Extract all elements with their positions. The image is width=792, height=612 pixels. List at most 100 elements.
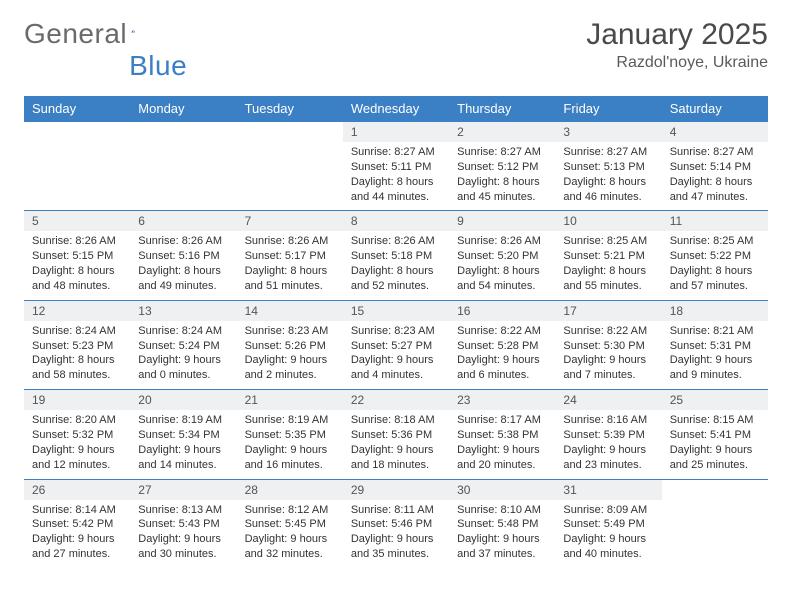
sunset-line: Sunset: 5:34 PM — [138, 428, 228, 443]
day-number-cell — [237, 122, 343, 143]
sunset-line: Sunset: 5:41 PM — [670, 428, 760, 443]
day-number-cell: 22 — [343, 390, 449, 411]
week-daynum-row: 12131415161718 — [24, 300, 768, 321]
day-content-cell: Sunrise: 8:26 AMSunset: 5:17 PMDaylight:… — [237, 231, 343, 300]
sunrise-line: Sunrise: 8:27 AM — [457, 145, 547, 160]
daylight-line: Daylight: 9 hours and 23 minutes. — [563, 443, 653, 473]
sunrise-line: Sunrise: 8:13 AM — [138, 503, 228, 518]
day-content-cell: Sunrise: 8:22 AMSunset: 5:30 PMDaylight:… — [555, 321, 661, 390]
sunrise-line: Sunrise: 8:10 AM — [457, 503, 547, 518]
day-number-cell: 11 — [662, 211, 768, 232]
daylight-line: Daylight: 9 hours and 18 minutes. — [351, 443, 441, 473]
day-number-cell: 4 — [662, 122, 768, 143]
week-content-row: Sunrise: 8:14 AMSunset: 5:42 PMDaylight:… — [24, 500, 768, 568]
sunrise-line: Sunrise: 8:26 AM — [457, 234, 547, 249]
day-number-cell: 7 — [237, 211, 343, 232]
day-content-cell — [24, 142, 130, 211]
day-content-cell: Sunrise: 8:25 AMSunset: 5:21 PMDaylight:… — [555, 231, 661, 300]
day-number-cell: 26 — [24, 479, 130, 500]
day-number-cell: 30 — [449, 479, 555, 500]
sunrise-line: Sunrise: 8:27 AM — [670, 145, 760, 160]
day-content-cell — [237, 142, 343, 211]
sunrise-line: Sunrise: 8:27 AM — [351, 145, 441, 160]
sunset-line: Sunset: 5:31 PM — [670, 339, 760, 354]
day-number-cell: 10 — [555, 211, 661, 232]
daylight-line: Daylight: 9 hours and 32 minutes. — [245, 532, 335, 562]
sunrise-line: Sunrise: 8:15 AM — [670, 413, 760, 428]
daylight-line: Daylight: 9 hours and 12 minutes. — [32, 443, 122, 473]
calendar-table: SundayMondayTuesdayWednesdayThursdayFrid… — [24, 96, 768, 568]
day-number-cell — [130, 122, 236, 143]
day-content-cell: Sunrise: 8:09 AMSunset: 5:49 PMDaylight:… — [555, 500, 661, 568]
day-content-cell: Sunrise: 8:24 AMSunset: 5:24 PMDaylight:… — [130, 321, 236, 390]
daylight-line: Daylight: 8 hours and 58 minutes. — [32, 353, 122, 383]
sunrise-line: Sunrise: 8:26 AM — [138, 234, 228, 249]
sunrise-line: Sunrise: 8:22 AM — [457, 324, 547, 339]
sunrise-line: Sunrise: 8:20 AM — [32, 413, 122, 428]
sunset-line: Sunset: 5:30 PM — [563, 339, 653, 354]
sunrise-line: Sunrise: 8:14 AM — [32, 503, 122, 518]
day-header: Wednesday — [343, 96, 449, 122]
day-number-cell: 5 — [24, 211, 130, 232]
sunset-line: Sunset: 5:28 PM — [457, 339, 547, 354]
month-title: January 2025 — [586, 18, 768, 52]
daylight-line: Daylight: 8 hours and 45 minutes. — [457, 175, 547, 205]
day-number-cell — [662, 479, 768, 500]
logo-word2: Blue — [129, 50, 187, 82]
day-number-cell: 13 — [130, 300, 236, 321]
day-content-cell: Sunrise: 8:26 AMSunset: 5:20 PMDaylight:… — [449, 231, 555, 300]
day-content-cell: Sunrise: 8:17 AMSunset: 5:38 PMDaylight:… — [449, 410, 555, 479]
daylight-line: Daylight: 8 hours and 52 minutes. — [351, 264, 441, 294]
week-daynum-row: 1234 — [24, 122, 768, 143]
day-header: Thursday — [449, 96, 555, 122]
day-header-row: SundayMondayTuesdayWednesdayThursdayFrid… — [24, 96, 768, 122]
day-number-cell: 1 — [343, 122, 449, 143]
day-content-cell: Sunrise: 8:12 AMSunset: 5:45 PMDaylight:… — [237, 500, 343, 568]
day-content-cell: Sunrise: 8:11 AMSunset: 5:46 PMDaylight:… — [343, 500, 449, 568]
daylight-line: Daylight: 8 hours and 51 minutes. — [245, 264, 335, 294]
week-content-row: Sunrise: 8:20 AMSunset: 5:32 PMDaylight:… — [24, 410, 768, 479]
day-content-cell: Sunrise: 8:19 AMSunset: 5:35 PMDaylight:… — [237, 410, 343, 479]
sunrise-line: Sunrise: 8:24 AM — [32, 324, 122, 339]
week-content-row: Sunrise: 8:24 AMSunset: 5:23 PMDaylight:… — [24, 321, 768, 390]
sunset-line: Sunset: 5:16 PM — [138, 249, 228, 264]
day-number-cell: 6 — [130, 211, 236, 232]
day-number-cell: 12 — [24, 300, 130, 321]
daylight-line: Daylight: 8 hours and 55 minutes. — [563, 264, 653, 294]
day-content-cell: Sunrise: 8:14 AMSunset: 5:42 PMDaylight:… — [24, 500, 130, 568]
week-daynum-row: 567891011 — [24, 211, 768, 232]
day-content-cell: Sunrise: 8:10 AMSunset: 5:48 PMDaylight:… — [449, 500, 555, 568]
daylight-line: Daylight: 9 hours and 40 minutes. — [563, 532, 653, 562]
day-number-cell: 20 — [130, 390, 236, 411]
daylight-line: Daylight: 9 hours and 6 minutes. — [457, 353, 547, 383]
daylight-line: Daylight: 8 hours and 57 minutes. — [670, 264, 760, 294]
day-number-cell: 3 — [555, 122, 661, 143]
sunset-line: Sunset: 5:45 PM — [245, 517, 335, 532]
day-content-cell: Sunrise: 8:23 AMSunset: 5:26 PMDaylight:… — [237, 321, 343, 390]
sunset-line: Sunset: 5:20 PM — [457, 249, 547, 264]
week-content-row: Sunrise: 8:27 AMSunset: 5:11 PMDaylight:… — [24, 142, 768, 211]
day-content-cell — [130, 142, 236, 211]
day-content-cell: Sunrise: 8:26 AMSunset: 5:15 PMDaylight:… — [24, 231, 130, 300]
sunset-line: Sunset: 5:43 PM — [138, 517, 228, 532]
day-content-cell: Sunrise: 8:21 AMSunset: 5:31 PMDaylight:… — [662, 321, 768, 390]
day-content-cell: Sunrise: 8:19 AMSunset: 5:34 PMDaylight:… — [130, 410, 236, 479]
sunrise-line: Sunrise: 8:11 AM — [351, 503, 441, 518]
sunrise-line: Sunrise: 8:25 AM — [670, 234, 760, 249]
location: Razdol'noye, Ukraine — [586, 54, 768, 72]
logo: General — [24, 18, 157, 50]
day-number-cell: 9 — [449, 211, 555, 232]
sunrise-line: Sunrise: 8:09 AM — [563, 503, 653, 518]
title-block: January 2025 Razdol'noye, Ukraine — [586, 18, 768, 72]
daylight-line: Daylight: 8 hours and 54 minutes. — [457, 264, 547, 294]
day-number-cell: 17 — [555, 300, 661, 321]
sunrise-line: Sunrise: 8:24 AM — [138, 324, 228, 339]
sunrise-line: Sunrise: 8:26 AM — [351, 234, 441, 249]
logo-sail-icon — [131, 20, 135, 42]
sunrise-line: Sunrise: 8:26 AM — [32, 234, 122, 249]
daylight-line: Daylight: 8 hours and 49 minutes. — [138, 264, 228, 294]
day-content-cell: Sunrise: 8:27 AMSunset: 5:12 PMDaylight:… — [449, 142, 555, 211]
sunset-line: Sunset: 5:17 PM — [245, 249, 335, 264]
sunset-line: Sunset: 5:23 PM — [32, 339, 122, 354]
daylight-line: Daylight: 9 hours and 14 minutes. — [138, 443, 228, 473]
